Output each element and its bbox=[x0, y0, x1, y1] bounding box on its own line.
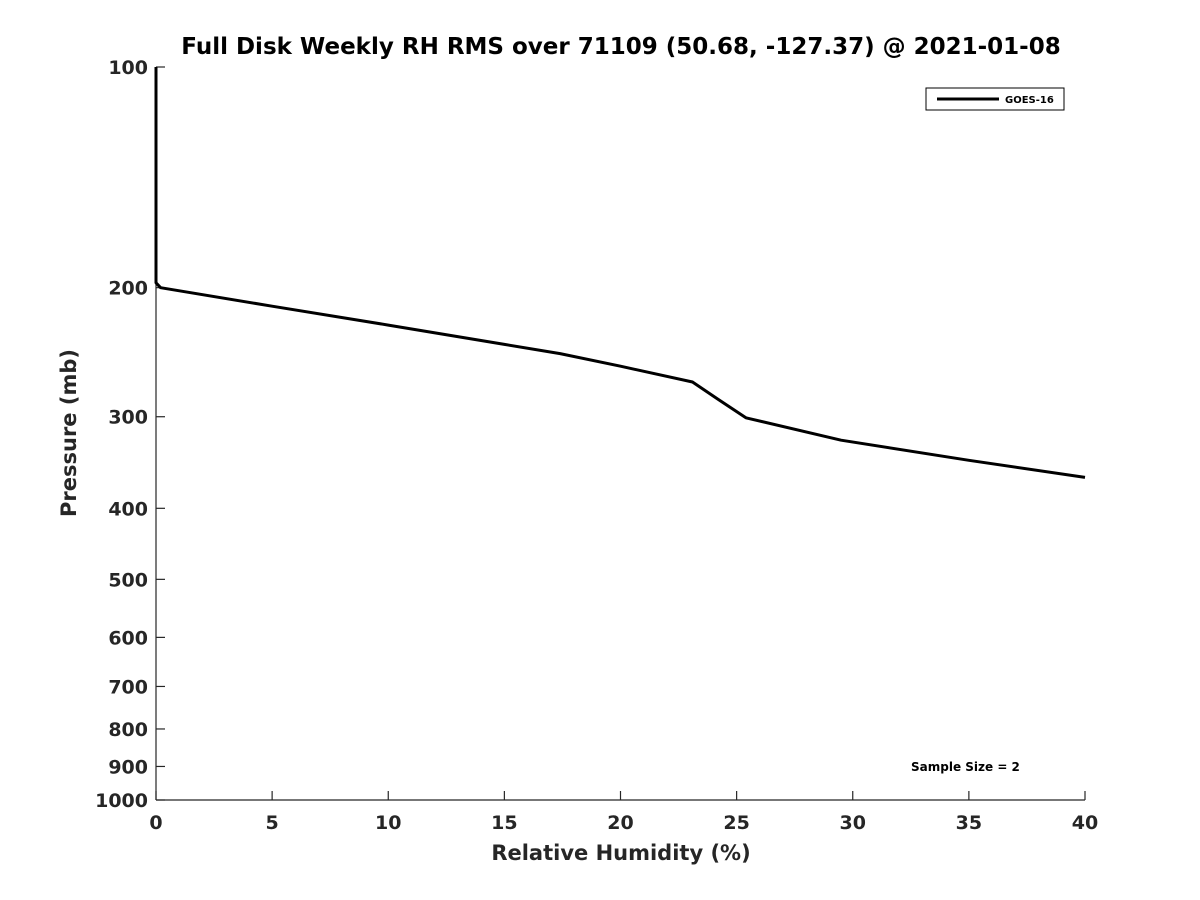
y-tick-label: 600 bbox=[108, 627, 148, 649]
y-tick-label: 100 bbox=[108, 57, 148, 79]
x-axis-label: Relative Humidity (%) bbox=[491, 841, 750, 865]
x-tick-label: 25 bbox=[723, 812, 749, 834]
y-axis-label: Pressure (mb) bbox=[57, 349, 81, 517]
y-tick-label: 900 bbox=[108, 756, 148, 778]
x-tick-label: 40 bbox=[1072, 812, 1098, 834]
x-tick-label: 0 bbox=[149, 812, 162, 834]
x-tick-label: 15 bbox=[491, 812, 517, 834]
plot-area: 0 5 10 15 20 25 30 35 40 100 200 300 400 500 600 700 800… bbox=[95, 57, 1098, 834]
chart-title: Full Disk Weekly RH RMS over 71109 (50.6… bbox=[181, 34, 1060, 60]
legend: GOES-16 bbox=[925, 87, 1065, 111]
y-tick-label: 300 bbox=[108, 407, 148, 429]
sample-size-annotation: Sample Size = 2 bbox=[911, 760, 1020, 774]
x-tick-label: 5 bbox=[266, 812, 279, 834]
x-tick-label: 35 bbox=[956, 812, 982, 834]
x-tick-label: 10 bbox=[375, 812, 401, 834]
series-line-goes-16 bbox=[154, 67, 1086, 479]
legend-label-goes-16: GOES-16 bbox=[1005, 95, 1054, 106]
y-tick-label: 200 bbox=[108, 278, 148, 300]
x-tick-label: 20 bbox=[607, 812, 633, 834]
y-tick-label: 400 bbox=[108, 498, 148, 520]
y-tick-label: 800 bbox=[108, 719, 148, 741]
y-tick-label: 1000 bbox=[95, 790, 148, 812]
y-tick-label: 500 bbox=[108, 569, 148, 591]
x-tick-label: 30 bbox=[840, 812, 866, 834]
y-tick-label: 700 bbox=[108, 676, 148, 698]
